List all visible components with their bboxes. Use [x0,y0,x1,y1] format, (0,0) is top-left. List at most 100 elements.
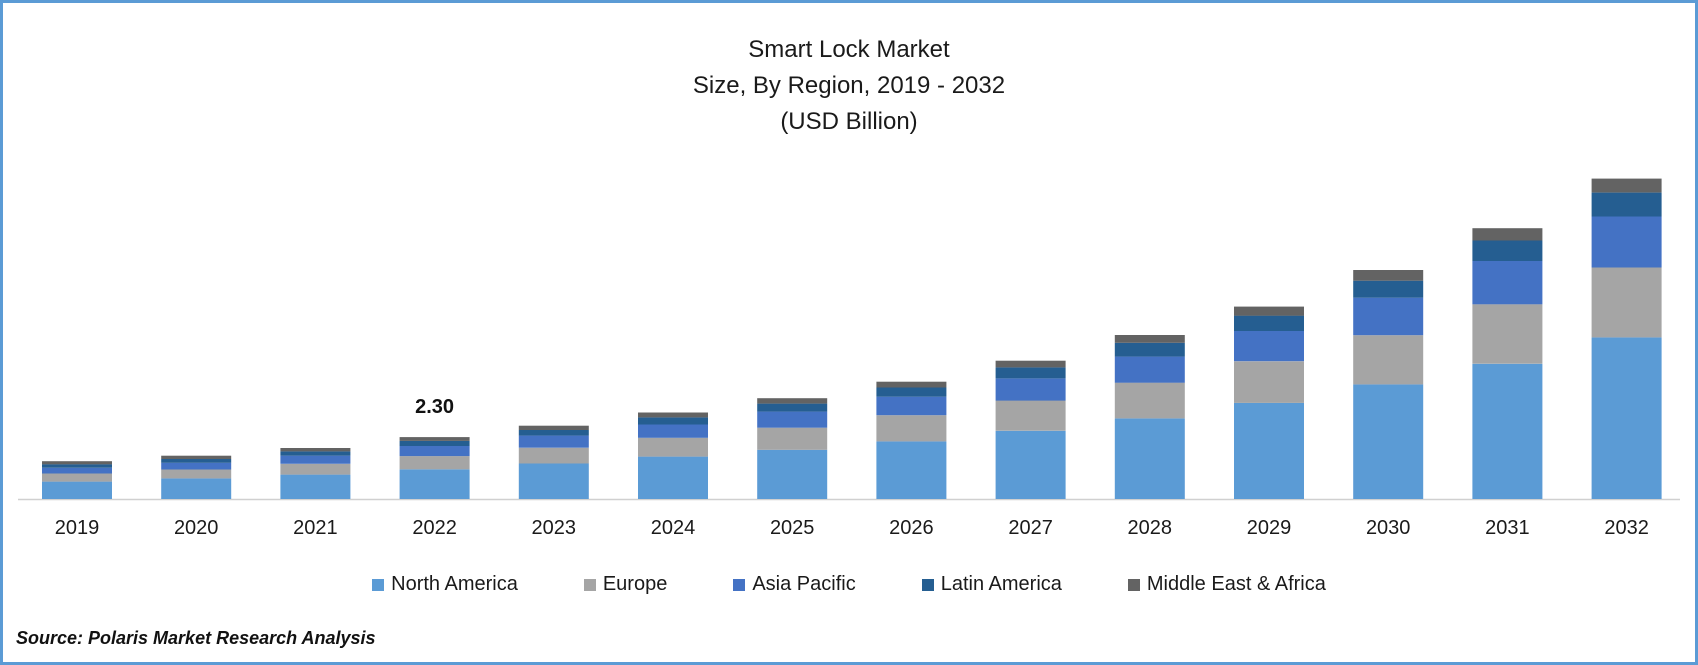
bar-segment-2025-europe [757,427,828,450]
bar-segment-2030-latin-america [1353,280,1424,298]
bar-segment-2027-north-america [995,430,1066,499]
legend-label: Latin America [940,573,1062,595]
x-tick-label-2020: 2020 [174,517,219,539]
bar-segment-2024-asia-pacific [638,424,708,438]
bar-segment-2022-europe [399,456,470,470]
legend-label: Europe [602,573,668,595]
bar-segment-2019-north-america [42,481,112,499]
bar-segment-2032-north-america [1591,337,1662,499]
x-tick-label-2031: 2031 [1485,517,1530,539]
source-note: Source: Polaris Market Research Analysis [16,628,376,648]
bar-segment-2021-europe [280,463,351,475]
bar-segment-2019-asia-pacific [42,467,112,474]
bar-segment-2032-middle-east-africa [1591,178,1662,193]
bar-segment-2025-north-america [757,449,828,499]
bar-segment-2021-asia-pacific [280,455,351,464]
bar-segment-2028-asia-pacific [1114,356,1185,383]
legend-swatch [921,578,934,591]
bar-segment-2029-asia-pacific [1234,331,1304,362]
bar-segment-2024-middle-east-africa [638,412,708,418]
bar-segment-2028-latin-america [1114,342,1185,357]
bar-segment-2020-latin-america [161,459,232,463]
bar-segment-2022-middle-east-africa [399,437,470,441]
bar-segment-2025-latin-america [757,403,828,412]
data-label-2022: 2.30 [415,396,454,418]
x-tick-label-2024: 2024 [651,517,696,539]
bar-segment-2027-asia-pacific [995,378,1066,401]
x-tick-label-2025: 2025 [770,517,815,539]
bar-segment-2027-europe [995,400,1066,431]
x-tick-label-2028: 2028 [1128,517,1173,539]
x-tick-label-2021: 2021 [293,517,338,539]
bar-segment-2027-middle-east-africa [995,360,1066,368]
bar-segment-2031-europe [1472,304,1543,364]
bar-segment-2025-middle-east-africa [757,398,828,404]
bar-segment-2030-middle-east-africa [1353,270,1424,281]
x-tick-label-2019: 2019 [55,517,100,539]
bar-segment-2026-europe [876,415,947,442]
chart-title-line-1: Smart Lock Market [748,36,950,63]
bar-segment-2024-north-america [638,456,708,499]
bar-segment-2026-latin-america [876,387,947,397]
bar-segment-2020-asia-pacific [161,462,232,470]
bar-segment-2028-north-america [1114,418,1185,499]
legend-swatch [1127,578,1140,591]
bar-segment-2029-europe [1234,361,1304,403]
bar-segment-2024-europe [638,437,708,457]
bar-segment-2019-middle-east-africa [42,461,112,465]
bar-segment-2029-north-america [1234,402,1304,499]
bar-segment-2031-middle-east-africa [1472,228,1543,241]
legend-item-europe: Europe [583,573,668,596]
legend-item-asia-pacific: Asia Pacific [733,573,856,596]
x-tick-label-2022: 2022 [412,517,457,539]
bar-segment-2030-north-america [1353,384,1424,499]
bar-segment-2032-latin-america [1591,192,1662,217]
x-tick-label-2027: 2027 [1008,517,1053,539]
chart-title-line-2: Size, By Region, 2019 - 2032 [692,72,1006,99]
bar-segment-2023-europe [518,447,589,464]
chart-title: Smart Lock Market Size, By Region, 2019 … [0,32,1698,140]
bar-segment-2022-latin-america [399,440,470,446]
bar-segment-2023-middle-east-africa [518,425,589,430]
bar-segment-2021-middle-east-africa [280,448,351,452]
bar-segment-2031-asia-pacific [1472,261,1543,305]
x-tick-label-2030: 2030 [1366,517,1411,539]
legend-swatch [733,578,746,591]
x-tick-label-2026: 2026 [889,517,934,539]
legend-label: North America [391,573,518,595]
bar-segment-2025-asia-pacific [757,411,828,428]
x-tick-label-2023: 2023 [532,517,577,539]
chart-title-line-3: (USD Billion) [780,108,918,135]
bar-segment-2027-latin-america [995,367,1066,379]
bar-segment-2026-asia-pacific [876,396,947,416]
bar-segment-2026-north-america [876,441,947,499]
bar-segment-2022-north-america [399,469,470,499]
bar-segment-2020-north-america [161,478,232,499]
legend-item-north-america: North America [372,573,518,596]
bar-segment-2029-middle-east-africa [1234,306,1304,316]
bar-segment-2019-latin-america [42,464,112,468]
bar-segment-2031-latin-america [1472,240,1543,261]
bar-segment-2024-latin-america [638,417,708,425]
legend-label: Asia Pacific [752,573,856,595]
bar-segment-2022-asia-pacific [399,446,470,457]
bar-segment-2019-europe [42,473,112,482]
x-tick-label-2029: 2029 [1247,517,1292,539]
bar-segment-2020-europe [161,469,232,479]
bar-segment-2023-asia-pacific [518,435,589,448]
chart-legend: North America Europe Asia Pacific Latin Ame… [0,573,1698,596]
legend-swatch [583,578,596,591]
bar-segment-2031-north-america [1472,363,1543,499]
legend-item-latin-america: Latin America [921,573,1062,596]
legend-item-middle-east-africa: Middle East & Africa [1127,573,1326,596]
bar-segment-2028-middle-east-africa [1114,335,1185,343]
bar-segment-2023-latin-america [518,430,589,436]
legend-swatch [372,578,385,591]
legend-label: Middle East & Africa [1146,573,1326,595]
bar-segment-2032-asia-pacific [1591,216,1662,268]
bar-segment-2029-latin-america [1234,315,1304,331]
bar-segment-2028-europe [1114,382,1185,419]
bar-segment-2030-asia-pacific [1353,297,1424,336]
x-tick-label-2032: 2032 [1604,517,1649,539]
